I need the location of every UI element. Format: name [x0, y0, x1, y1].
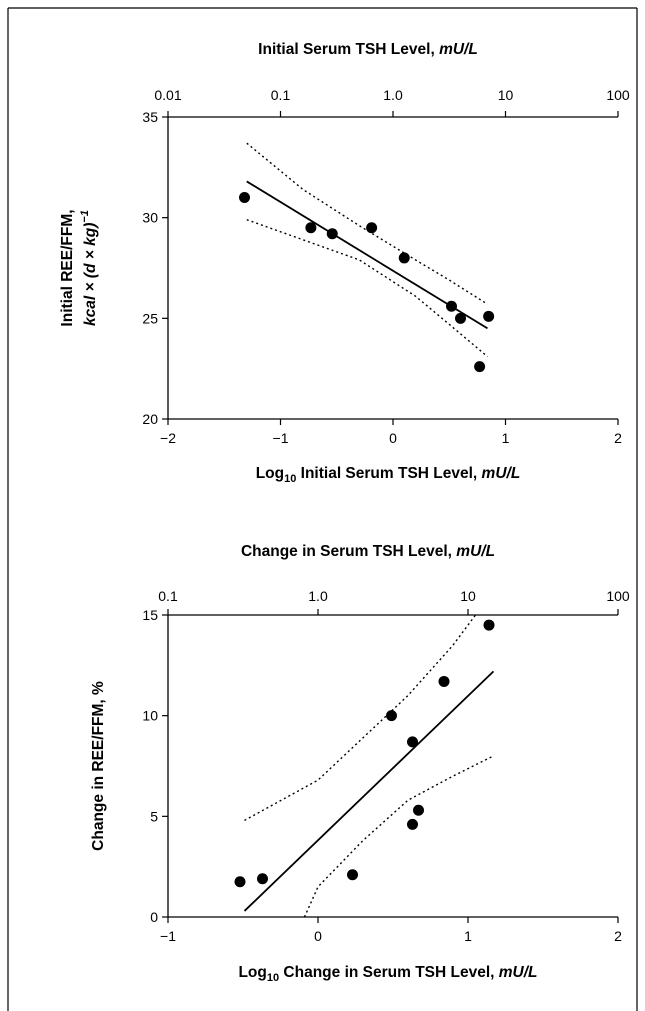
x-tick-label: 2: [614, 430, 622, 446]
y-axis-label-line1: Initial REE/FFM,: [59, 209, 76, 326]
data-point: [407, 736, 418, 748]
top-tick-label: 1.0: [383, 87, 403, 103]
y-tick-label: 0: [150, 909, 158, 925]
data-point: [326, 228, 338, 240]
top-tick-label: 100: [606, 87, 630, 103]
data-point: [455, 312, 466, 324]
data-point: [366, 222, 378, 234]
data-point: [438, 675, 450, 687]
data-point: [483, 619, 495, 631]
x-tick-label: 0: [314, 928, 322, 944]
x-tick-label: 2: [614, 928, 622, 944]
x-tick-label: 0: [389, 430, 397, 446]
x-tick-label: −1: [273, 430, 289, 446]
data-point: [386, 710, 397, 722]
confidence-band-upper: [244, 614, 477, 822]
top-tick-label: 1.0: [308, 588, 328, 604]
top-axis-title: Initial Serum TSH Level, mU/L: [258, 41, 478, 58]
top-axis-title: Change in Serum TSH Level, mU/L: [241, 543, 495, 560]
y-tick-label: 5: [150, 808, 158, 824]
y-axis-label: Change in REE/FFM, %: [90, 681, 107, 851]
y-tick-label: 20: [142, 411, 158, 427]
data-point: [413, 804, 424, 816]
y-tick-label: 10: [142, 708, 158, 724]
confidence-band-lower: [303, 755, 494, 918]
data-point: [234, 876, 246, 888]
top-tick-label: 0.01: [154, 87, 181, 103]
data-point: [446, 300, 457, 312]
data-point: [398, 252, 410, 264]
top-tick-label: 0.1: [271, 87, 291, 103]
regression-line: [243, 670, 495, 912]
plot-panel-1: −2 −1 0 1 2 20 25 30 35 0.01 0.1 1.0 10 100 Initial Se…: [59, 41, 630, 485]
confidence-band-upper: [246, 142, 488, 305]
x-tick-label: −1: [160, 928, 176, 944]
y-axis-label-line2: kcal × (d × kg)−1: [79, 210, 99, 326]
y-tick-label: 30: [142, 210, 158, 226]
data-point: [347, 869, 358, 881]
y-tick-label: 35: [142, 109, 158, 125]
top-tick-label: 10: [460, 588, 476, 604]
x-tick-label: −2: [160, 430, 176, 446]
data-point: [305, 222, 317, 234]
y-tick-label: 15: [142, 607, 158, 623]
x-axis-label: Log10 Initial Serum TSH Level, mU/L: [256, 465, 521, 485]
top-tick-label: 10: [498, 87, 514, 103]
data-point: [474, 361, 486, 373]
confidence-band-lower: [246, 219, 488, 358]
data-point: [483, 310, 495, 322]
data-point: [257, 873, 268, 885]
x-tick-label: 1: [502, 430, 510, 446]
y-tick-label: 25: [142, 310, 158, 326]
data-point: [239, 192, 250, 204]
x-axis-label: Log10 Change in Serum TSH Level, mU/L: [238, 964, 537, 984]
top-tick-label: 0.1: [158, 588, 178, 604]
x-tick-label: 1: [464, 928, 472, 944]
data-point: [407, 818, 418, 830]
top-tick-label: 100: [606, 588, 630, 604]
